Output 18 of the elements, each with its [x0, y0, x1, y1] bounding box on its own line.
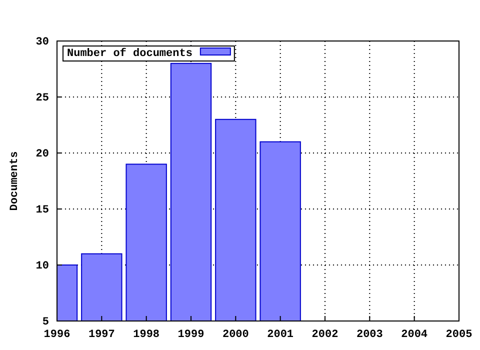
x-tick-label: 2001 — [267, 328, 294, 341]
y-tick-label: 15 — [36, 204, 50, 217]
x-tick-label: 2000 — [222, 328, 249, 341]
y-tick-label: 30 — [36, 36, 49, 49]
x-tick-label: 2003 — [356, 328, 384, 341]
y-tick-label: 10 — [36, 260, 49, 273]
x-tick-label: 1996 — [44, 328, 70, 341]
y-tick-label: 20 — [36, 148, 49, 161]
x-tick-label: 1999 — [178, 328, 204, 341]
y-axis-title: Documents — [9, 151, 21, 211]
x-tick-label: 1997 — [88, 328, 115, 341]
x-tick-label: 2005 — [446, 328, 473, 341]
legend-label: Number of documents — [67, 47, 192, 60]
y-tick-label: 5 — [42, 316, 50, 329]
x-tick-label: 2004 — [401, 328, 428, 341]
x-tick-label: 1998 — [133, 328, 160, 341]
x-tick-label: 2002 — [312, 328, 338, 341]
y-tick-label: 25 — [36, 92, 50, 105]
